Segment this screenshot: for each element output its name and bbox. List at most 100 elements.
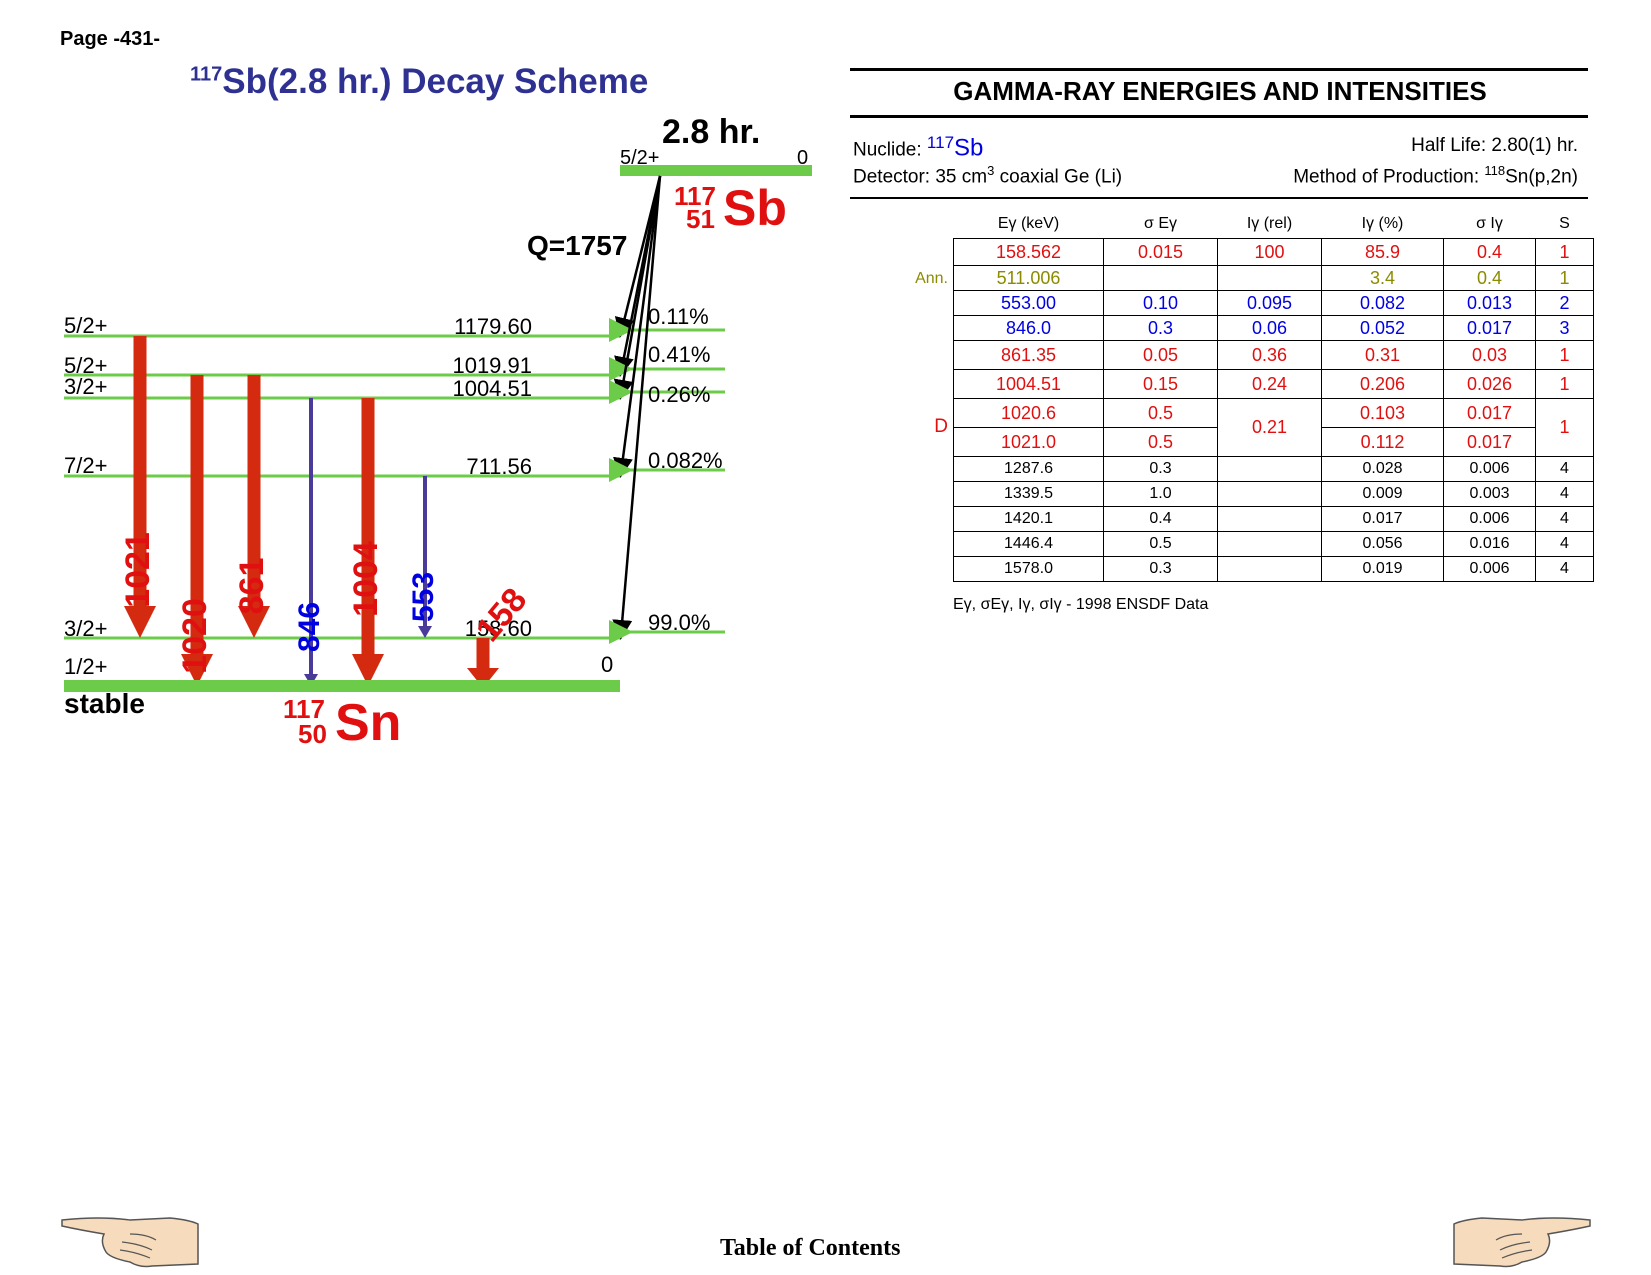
cell-si: 0.017 — [1443, 398, 1536, 428]
cell-si: 0.006 — [1443, 456, 1536, 482]
cell-ip: 0.103 — [1321, 398, 1444, 428]
cell-s: 3 — [1535, 315, 1594, 341]
pointing-hand-left-icon[interactable] — [60, 1212, 200, 1270]
cell-e: 553.00 — [953, 290, 1104, 316]
cell-se: 0.4 — [1103, 506, 1218, 532]
gamma-table-header: Eγ (keV) σ Eγ Iγ (rel) Iγ (%) σ Iγ S — [954, 210, 1594, 239]
gamma-table-title: GAMMA-RAY ENERGIES AND INTENSITIES — [953, 76, 1487, 106]
cell-ip: 0.052 — [1321, 315, 1444, 341]
cell-irel — [1217, 506, 1322, 532]
daughter-symbol: Sn — [335, 694, 401, 752]
cell-ip: 3.4 — [1321, 265, 1444, 291]
cell-ip: 0.112 — [1321, 427, 1444, 457]
parent-level-bar — [620, 165, 812, 176]
parent-spin: 5/2+ — [620, 147, 659, 169]
col-header: S — [1559, 215, 1570, 232]
levels-group: 1179.60 5/2+ 1019.91 5/2+ 1004.51 3/2+ 711.56 7… — [64, 313, 620, 679]
title-rule — [850, 115, 1588, 118]
cell-s: 4 — [1535, 481, 1594, 507]
beta-arrow — [612, 175, 662, 640]
parent-mass-number: 117 — [674, 181, 716, 211]
cell-se: 1.0 — [1103, 481, 1218, 507]
cell-si: 0.016 — [1443, 531, 1536, 557]
cell-irel: 0.36 — [1217, 340, 1322, 370]
transition-label: 1021 — [119, 532, 157, 608]
cell-se: 0.5 — [1103, 427, 1218, 457]
table-of-contents-link[interactable]: Table of Contents — [720, 1235, 901, 1261]
cell-s: 1 — [1535, 398, 1594, 457]
detector-info: Detector: 35 cm3 coaxial Ge (Li) — [853, 163, 1122, 188]
level-spin: 1/2+ — [64, 654, 107, 679]
detector-text-post: coaxial Ge (Li) — [994, 166, 1123, 188]
page-number: Page -431- — [60, 28, 161, 50]
method-text-post: Sn(p,2n) — [1505, 166, 1578, 188]
transition-arrow-shaft — [361, 398, 375, 654]
cell-e: 846.0 — [953, 315, 1104, 341]
parent-half-life: 2.8 hr. — [662, 113, 760, 151]
transition-arrow-head — [124, 606, 156, 638]
cell-ip: 0.017 — [1321, 506, 1444, 532]
cell-s: 2 — [1535, 290, 1594, 316]
table-row: 861.35 0.05 0.36 0.31 0.03 1 — [953, 340, 1594, 370]
table-row: 846.0 0.3 0.06 0.052 0.017 3 — [953, 315, 1594, 341]
cell-ip: 0.31 — [1321, 340, 1444, 370]
cell-irel: 0.24 — [1217, 369, 1322, 399]
cell-ip: 85.9 — [1321, 238, 1444, 266]
pointing-hand-right-icon[interactable] — [1452, 1212, 1592, 1270]
transition-label: 846 — [293, 602, 326, 652]
col-header: Eγ (keV) — [997, 215, 1060, 232]
parent-energy: 0 — [797, 147, 808, 169]
daughter-atomic-number: 50 — [298, 719, 327, 749]
table-row: 1004.51 0.15 0.24 0.206 0.026 1 — [953, 369, 1594, 399]
cell-ip: 0.028 — [1321, 456, 1444, 482]
cell-si: 0.017 — [1443, 427, 1536, 457]
cell-e: 1020.6 — [953, 398, 1104, 428]
cell-se — [1103, 265, 1218, 291]
cell-irel — [1217, 265, 1322, 291]
info-rule — [850, 197, 1588, 199]
cell-s: 4 — [1535, 556, 1594, 582]
cell-irel: 0.095 — [1217, 290, 1322, 316]
level-spin: 5/2+ — [64, 353, 107, 378]
transition-arrow-shaft — [133, 336, 147, 606]
cell-e: 1420.1 — [953, 506, 1104, 532]
beta-arrow — [614, 175, 662, 338]
beta-branch-percent: 0.26% — [648, 382, 710, 407]
cell-se: 0.5 — [1103, 531, 1218, 557]
q-value: Q=1757 — [527, 230, 627, 261]
level-energy: 158.60 — [465, 616, 532, 641]
cell-si: 0.03 — [1443, 340, 1536, 370]
table-row: 1446.4 0.5 0.056 0.016 4 — [953, 531, 1594, 557]
cell-e: 511.006 — [953, 265, 1104, 291]
cell-e: 1446.4 — [953, 531, 1104, 557]
method-text: Method of Production: — [1293, 166, 1485, 188]
parent-symbol: Sb — [723, 180, 787, 236]
cell-irel: 100 — [1217, 238, 1322, 266]
table-row: 1020.6 0.5 0.21 0.103 0.017 1 — [953, 398, 1594, 457]
method-info: Method of Production: 118Sn(p,2n) — [1293, 163, 1578, 188]
top-rule — [850, 68, 1588, 71]
cell-s: 4 — [1535, 456, 1594, 482]
cell-si: 0.003 — [1443, 481, 1536, 507]
level-spin: 3/2+ — [64, 616, 107, 641]
transition-arrow-head — [352, 654, 384, 686]
cell-ip: 0.082 — [1321, 290, 1444, 316]
cell-irel: 0.06 — [1217, 315, 1322, 341]
transition-arrow-head — [238, 606, 270, 638]
footnote: Eγ, σEγ, Iγ, σIγ - 1998 ENSDF Data — [953, 596, 1209, 613]
beta-branch-percent: 99.0% — [648, 610, 710, 635]
cell-se: 0.3 — [1103, 315, 1218, 341]
table-row: 158.562 0.015 100 85.9 0.4 1 — [953, 238, 1594, 266]
transition-arrow-head — [181, 654, 213, 686]
table-row: 1287.6 0.3 0.028 0.006 4 — [953, 456, 1594, 482]
cell-s: 4 — [1535, 531, 1594, 557]
cell-e: 1021.0 — [953, 427, 1104, 457]
cell-si: 0.006 — [1443, 506, 1536, 532]
stable-label: stable — [64, 688, 145, 719]
level-energy: 1179.60 — [454, 314, 532, 339]
cell-irel: 0.21 — [1217, 398, 1322, 457]
table-row: 1021.0 0.5 0.112 0.017 — [953, 427, 1594, 457]
cell-si: 0.4 — [1443, 265, 1536, 291]
cell-s: 1 — [1535, 369, 1594, 399]
beta-branch-percent: 0.082% — [648, 448, 723, 473]
